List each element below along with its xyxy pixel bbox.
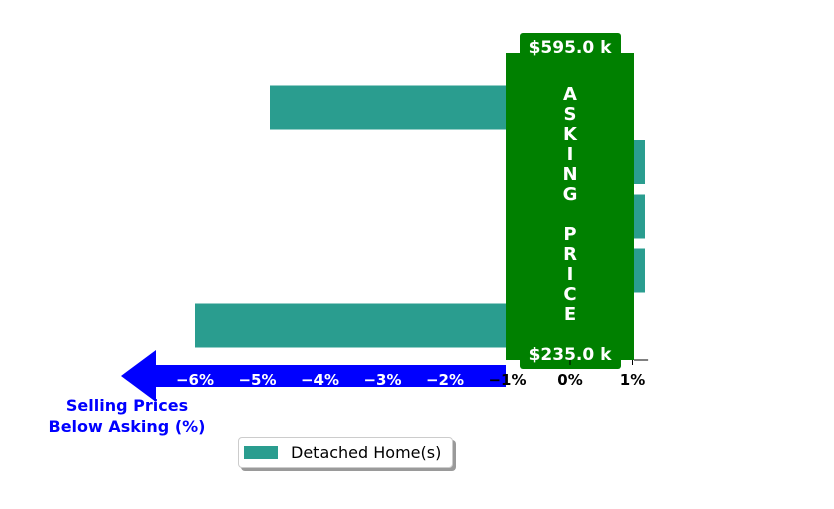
bottom-price-label: $235.0 k [529,345,613,365]
bars-layer [195,85,645,348]
top-price-label: $595.0 k [529,38,613,58]
bar-0 [270,85,506,130]
asking-price-letter: C [563,284,576,305]
asking-price-letter: I [567,264,574,285]
x-tick-label-2: −4% [301,371,339,389]
x-tick-label-1: −5% [238,371,276,389]
asking-price-letter: E [564,304,576,325]
x-axis: −6% −5% −4% −3% −2% −1% 0% 1% Selling Prices Belo… [49,350,649,436]
bar-4 [195,303,506,348]
legend-swatch [244,446,278,459]
asking-price-letter: G [563,184,578,205]
x-tick-label-3: −3% [363,371,401,389]
x-axis-label: Selling Prices Below Asking (%) [49,396,206,436]
asking-price-letter: S [564,104,577,125]
asking-price-letter: K [563,124,578,145]
legend: Detached Home(s) [238,437,453,468]
x-axis-label-line: Below Asking (%) [49,417,206,436]
x-tick-label-0: −6% [176,371,214,389]
top-price-box [520,33,621,61]
asking-price-letter: R [563,244,577,265]
legend-label-detached-homes: Detached Home(s) [291,443,442,462]
bar-3 [634,248,645,293]
bar-1 [634,140,645,184]
x-axis-label-line: Selling Prices [66,396,188,415]
asking-price-letter: A [563,84,577,105]
asking-price-letter: N [562,164,577,185]
asking-price-letter: I [567,144,574,165]
asking-price-band-rect [506,53,634,360]
x-tick-label-4: −2% [426,371,464,389]
bar-2 [634,194,645,239]
x-tick-label-6: 0% [557,371,582,389]
bottom-price-box [520,341,621,369]
asking-price-letter: P [563,224,576,245]
x-tick-label-5: −1% [488,371,526,389]
below-asking-arrow [121,350,506,402]
asking-price-letter [567,204,573,225]
x-tick-label-7: 1% [620,371,645,389]
